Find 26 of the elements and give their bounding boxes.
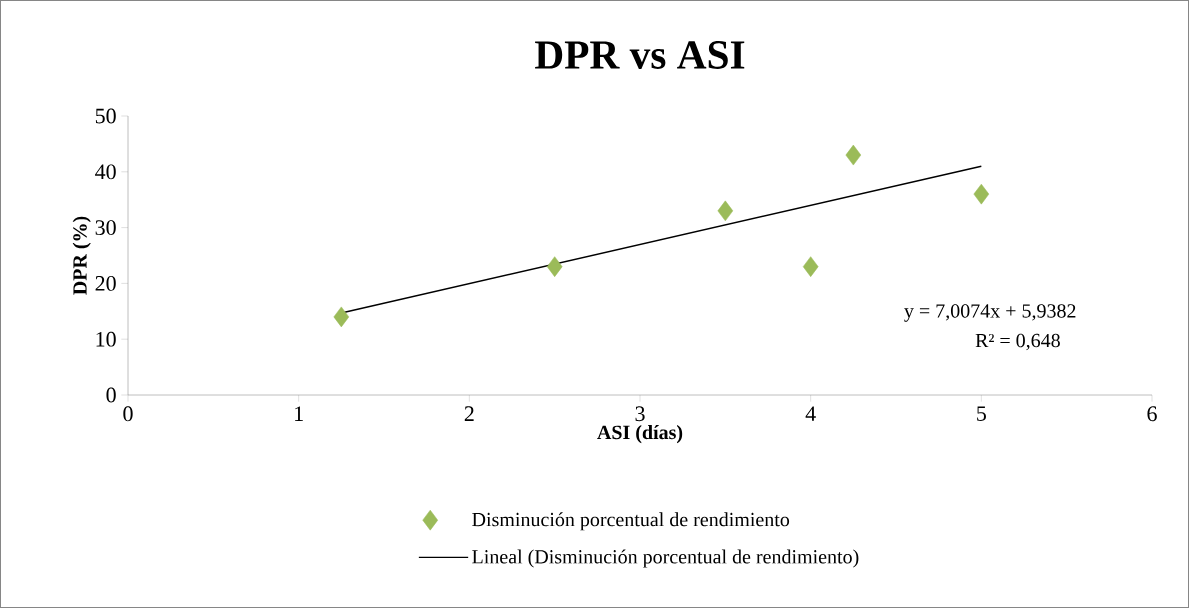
y-tick-label: 30 (95, 220, 116, 236)
point (802, 256, 819, 277)
x-axis-title: ASI (días) (597, 425, 683, 444)
x-tick-label: 6 (1147, 406, 1157, 422)
annotation: R² = 0,648 (975, 333, 1060, 351)
x-tick-label: 0 (123, 406, 133, 422)
point (845, 144, 862, 166)
annotation: y = 7,0074x + 5,9382 (904, 304, 1076, 322)
x-tick-label: 1 (295, 406, 303, 421)
legend-label: Lineal (Disminución porcentual de rendimiento) (472, 549, 859, 568)
point (546, 256, 563, 277)
y-tick-label: 20 (95, 275, 116, 291)
x-tick-label: 4 (805, 406, 816, 421)
x-tick-label: 5 (977, 406, 986, 421)
point (973, 183, 990, 205)
y-tick-label: 40 (95, 164, 116, 180)
legend-label: Disminución porcentual de rendimiento (472, 512, 790, 531)
y-tick-label: 0 (106, 387, 116, 403)
y-tick-label: 50 (95, 108, 116, 124)
chart-title: DPR vs ASI (535, 41, 745, 69)
y-tick-label: 10 (96, 331, 116, 347)
y-axis-title: DPR (%) (72, 216, 91, 295)
x-tick-label: 3 (635, 406, 645, 422)
point (333, 306, 350, 328)
point (717, 200, 734, 222)
x-tick-label: 2 (464, 406, 474, 421)
